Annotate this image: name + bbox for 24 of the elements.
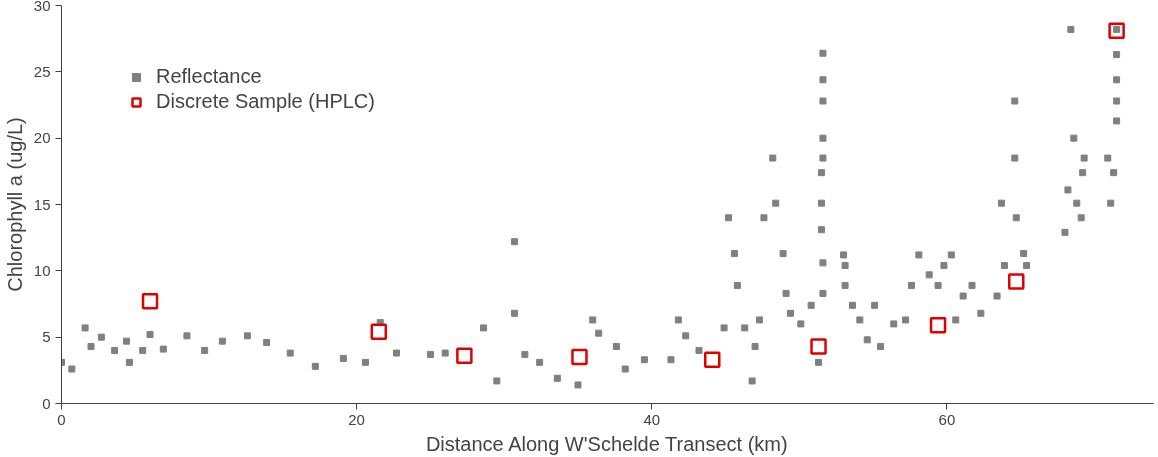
y-axis-title: Chlorophyll a (ug/L) xyxy=(3,117,26,292)
y-tick-label: 5 xyxy=(42,328,51,346)
point xyxy=(141,293,159,310)
y-tick-label: 30 xyxy=(33,0,51,14)
y-tick-label: 0 xyxy=(42,394,51,412)
point xyxy=(929,316,947,334)
y-tick-label: 20 xyxy=(33,129,51,147)
x-tick-label: 20 xyxy=(348,410,365,428)
point xyxy=(571,348,588,366)
x-tick-label: 60 xyxy=(938,410,956,428)
x-axis-title: Distance Along W'Schelde Transect (km) xyxy=(425,432,788,455)
legend-label: Reflectance xyxy=(156,65,262,88)
x-tick-label: 0 xyxy=(57,410,66,428)
point xyxy=(1108,22,1125,39)
point xyxy=(456,347,473,364)
x-tick-label: 40 xyxy=(643,410,661,428)
y-tick-label: 15 xyxy=(33,195,51,213)
y-tick-label: 10 xyxy=(33,261,51,279)
legend-label: Discrete Sample (HPLC) xyxy=(156,90,375,113)
point xyxy=(704,351,721,368)
y-tick-label: 25 xyxy=(33,62,51,80)
point xyxy=(370,323,388,341)
point xyxy=(810,338,827,355)
point xyxy=(1008,273,1025,290)
